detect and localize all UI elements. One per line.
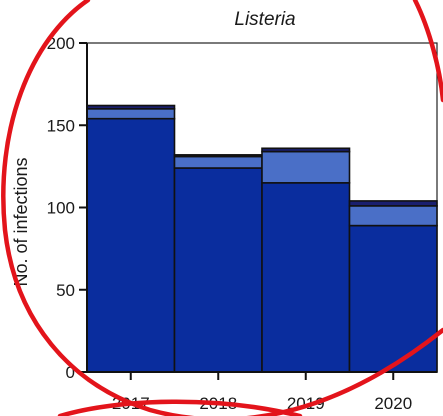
red-circle-overlay xyxy=(57,399,303,416)
x-tick-label: 2020 xyxy=(374,394,412,413)
bar-segment xyxy=(173,155,263,169)
chart-title: Listeria xyxy=(234,9,295,30)
y-tick-label: 150 xyxy=(47,116,75,135)
bar-segment xyxy=(261,182,351,373)
bar-segment xyxy=(348,205,438,227)
bar-segment xyxy=(261,150,351,184)
y-tick-label: 50 xyxy=(56,281,75,300)
y-tick-label: 200 xyxy=(47,34,75,53)
bar-segment xyxy=(261,147,351,153)
bar-segment xyxy=(173,167,263,373)
bar-segment xyxy=(348,224,438,373)
y-tick-label: 0 xyxy=(66,363,75,382)
bar-segment xyxy=(348,200,438,207)
bar-segment xyxy=(86,108,176,120)
red-circle-overlay xyxy=(412,0,443,103)
y-axis-label: No. of infections xyxy=(11,157,31,286)
bar-segment xyxy=(86,104,176,110)
y-tick-label: 100 xyxy=(47,199,75,218)
bar-segment xyxy=(173,154,263,158)
bar-segment xyxy=(86,117,176,373)
